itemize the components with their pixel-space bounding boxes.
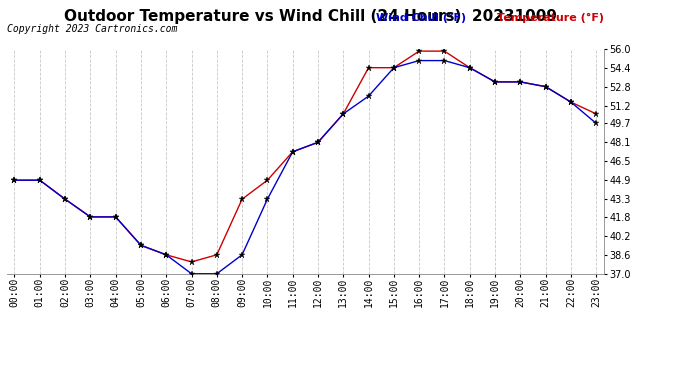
Text: Copyright 2023 Cartronics.com: Copyright 2023 Cartronics.com <box>7 24 177 34</box>
Text: Outdoor Temperature vs Wind Chill (24 Hours)  20231009: Outdoor Temperature vs Wind Chill (24 Ho… <box>64 9 557 24</box>
Text: Temperature (°F): Temperature (°F) <box>497 13 604 23</box>
Text: Wind Chill (°F): Wind Chill (°F) <box>376 13 466 23</box>
